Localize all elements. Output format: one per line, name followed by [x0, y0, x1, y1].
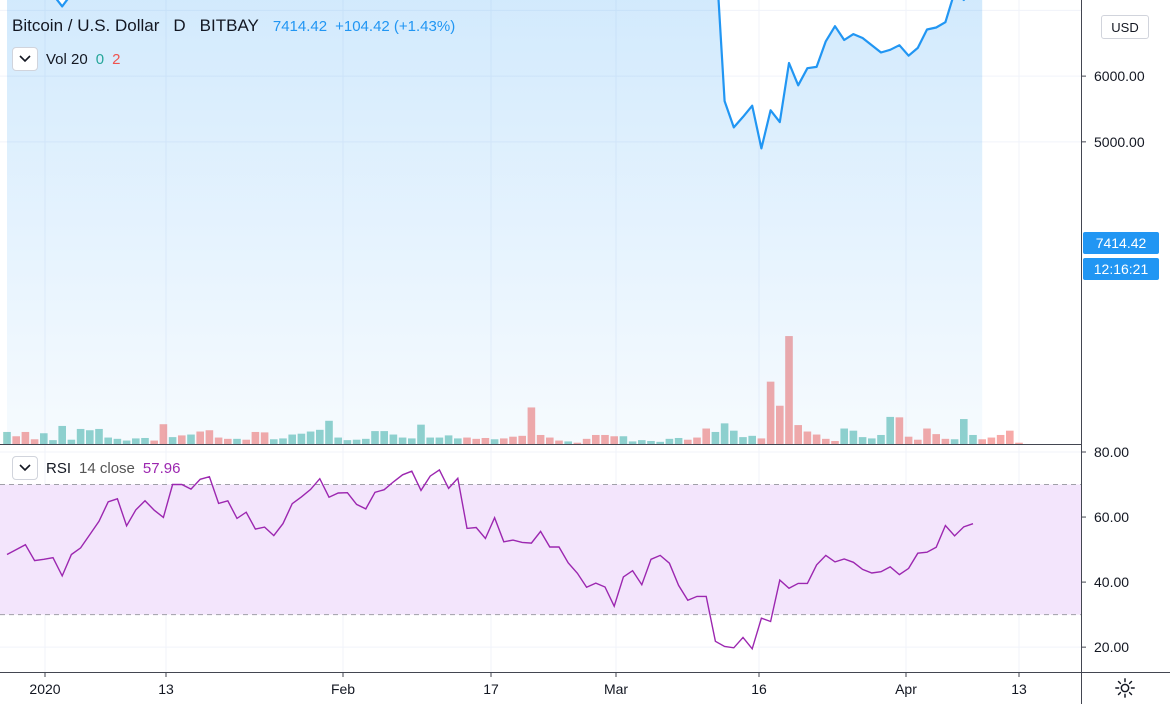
price-tick-label: 6000.00 [1094, 68, 1145, 84]
volume-bar [1015, 442, 1023, 444]
volume-down-value: 2 [112, 50, 121, 68]
gear-icon[interactable] [1114, 677, 1136, 699]
rsi-collapse-button[interactable] [12, 456, 38, 480]
rsi-tick-label: 80.00 [1094, 444, 1129, 460]
rsi-tick-label: 60.00 [1094, 509, 1129, 525]
rsi-tick-label: 40.00 [1094, 574, 1129, 590]
symbol-title[interactable]: Bitcoin / U.S. Dollar [12, 16, 160, 35]
price-line [55, 0, 966, 150]
price-change-value: +104.42 (+1.43%) [335, 18, 456, 35]
rsi-label[interactable]: RSI [46, 459, 72, 477]
volume-bar [987, 437, 996, 444]
volume-label[interactable]: Vol 20 [46, 50, 88, 68]
rsi-legend: RSI 14 close 57.96 [12, 456, 180, 480]
volume-bar [1006, 430, 1014, 444]
last-price-value: 7414.42 [272, 18, 328, 35]
time-tick-label: 17 [483, 681, 499, 697]
chevron-down-icon [19, 464, 31, 472]
countdown-tag: 12:16:21 [1083, 258, 1159, 280]
rsi-value: 57.96 [142, 459, 181, 477]
price-area-fill [7, 0, 983, 444]
volume-legend: Vol 20 0 2 [12, 47, 120, 71]
time-tick-label: 13 [158, 681, 174, 697]
rsi-params: 14 close [79, 459, 135, 477]
time-tick-label: 16 [751, 681, 767, 697]
rsi-line [6, 468, 974, 651]
chevron-down-icon [19, 55, 31, 63]
time-tick-label: 2020 [29, 681, 60, 697]
interval-label[interactable]: D [173, 16, 186, 35]
rsi-tick-label: 20.00 [1094, 639, 1129, 655]
time-tick-label: Feb [331, 681, 355, 697]
time-tick-label: Apr [895, 681, 917, 697]
time-tick-label: Mar [604, 681, 628, 697]
volume-collapse-button[interactable] [12, 47, 38, 71]
last-price-tag: 7414.42 [1083, 232, 1159, 254]
currency-badge[interactable]: USD [1101, 15, 1149, 39]
volume-bar [996, 434, 1005, 444]
time-tick-label: 13 [1011, 681, 1027, 697]
exchange-label: BITBAY [199, 16, 259, 35]
rsi-band [0, 484, 1081, 615]
symbol-legend: Bitcoin / U.S. Dollar D BITBAY 7414.42 +… [12, 16, 455, 36]
price-tick-label: 5000.00 [1094, 134, 1145, 150]
volume-up-value: 0 [95, 50, 105, 68]
